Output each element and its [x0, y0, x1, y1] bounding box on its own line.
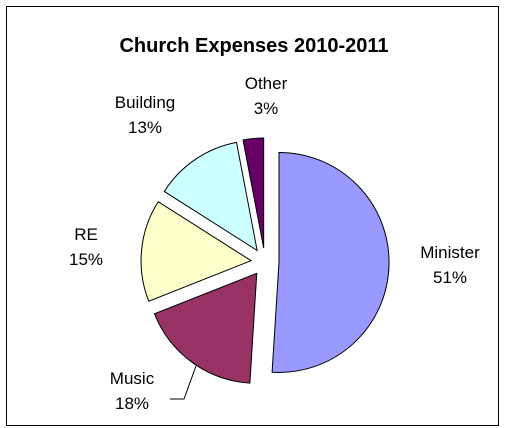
pie-slice-other — [242, 137, 265, 249]
slice-percent-minister: 51% — [433, 268, 467, 287]
pie-slice-re — [140, 201, 253, 302]
slice-label-building: Building 13% — [115, 93, 176, 137]
slice-name-building: Building — [115, 93, 176, 112]
pie-slice-music — [153, 272, 258, 384]
slice-label-minister: Minister 51% — [420, 243, 480, 287]
slice-label-music: Music 18% — [110, 369, 155, 413]
pie-labels: Minister 51% Music 18% RE 15% Building 13% Other… — [69, 74, 480, 413]
slice-name-minister: Minister — [420, 243, 480, 262]
chart-frame — [6, 6, 499, 426]
pie-slice-minister — [271, 151, 390, 373]
leader-line-music — [170, 365, 197, 400]
slice-percent-music: 18% — [115, 394, 149, 413]
chart-title: Church Expenses 2010-2011 — [119, 35, 388, 57]
pie-slices — [140, 137, 390, 384]
slice-percent-building: 13% — [128, 118, 162, 137]
slice-label-re: RE 15% — [69, 225, 103, 269]
slice-name-re: RE — [74, 225, 98, 244]
slice-percent-other: 3% — [254, 99, 279, 118]
slice-label-other: Other 3% — [245, 74, 288, 118]
slice-name-other: Other — [245, 74, 288, 93]
slice-percent-re: 15% — [69, 250, 103, 269]
pie-slice-building — [163, 141, 258, 252]
slice-name-music: Music — [110, 369, 155, 388]
